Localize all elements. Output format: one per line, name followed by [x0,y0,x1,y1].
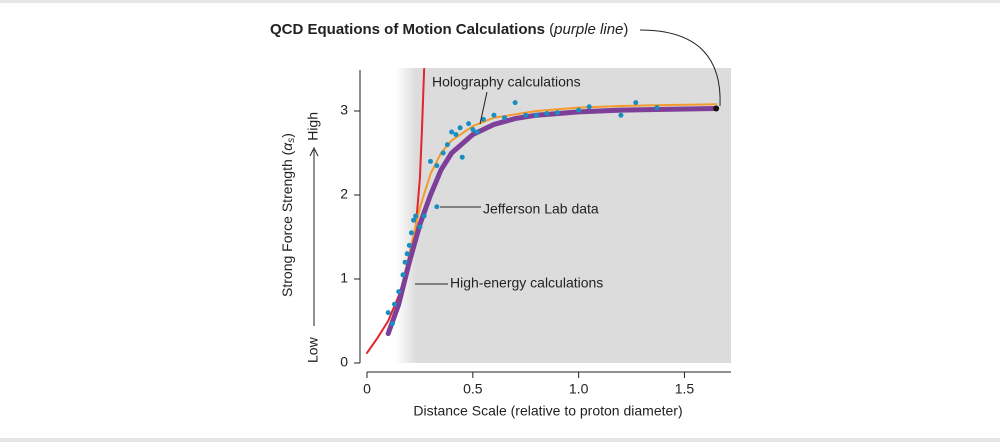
y-tick-label: 3 [340,102,348,118]
arrow-head [309,146,319,157]
y-label-subscript: s [286,138,297,143]
data-point [470,126,476,132]
frame-bottom [0,438,1000,442]
y-tick-label: 1 [340,270,348,286]
title-paren: ) [623,21,628,38]
endpoint-dot [713,105,720,112]
title-italic: purple line [553,21,623,38]
y-tick-label: 0 [340,354,348,370]
low-label: Low [305,336,321,363]
frame-top [0,0,1000,3]
x-tick-label: 1.5 [675,381,695,397]
title-paren: ( [545,21,554,38]
data-point [440,150,446,156]
x-tick-label: 1.0 [569,381,589,397]
data-point [453,132,459,138]
data-point [554,110,560,116]
x-tick-label: 0.5 [463,381,483,397]
series-label: Holography calculations [432,74,581,90]
plot [366,68,720,354]
data-point [427,158,433,164]
data-point [474,129,480,135]
data-point [491,112,497,118]
data-point [413,213,419,219]
data-point [385,310,391,316]
y-label-paren: ) [279,133,295,138]
data-point [633,100,639,106]
x-axis-label: Distance Scale (relative to proton diame… [413,403,682,419]
data-point [444,142,450,148]
data-point [389,321,395,327]
data-point [586,104,592,110]
data-point [654,105,660,111]
y-label-text: Strong Force Strength ( [279,150,295,297]
data-point [406,242,412,248]
data-point [408,230,414,236]
data-point [417,224,423,230]
data-point [544,111,550,117]
data-point [396,289,402,295]
data-point [459,154,465,160]
data-point [411,217,417,223]
leader-line [479,91,488,125]
chart-title: QCD Equations of Motion Calculations (pu… [270,21,628,38]
title-main: QCD Equations of Motion Calculations [270,21,545,38]
x-tick-label: 0 [363,381,371,397]
data-point [404,251,410,257]
data-point [400,272,406,278]
data-point [434,204,440,210]
data-point [523,112,529,118]
data-point [618,112,624,118]
data-point [457,125,463,131]
y-axis-label: Strong Force Strength (αs) [279,133,297,297]
data-point [392,301,398,307]
data-point [502,115,508,121]
data-point [512,100,518,106]
data-point [466,121,472,127]
data-point [576,107,582,113]
data-point [449,129,455,135]
title-leader [639,29,721,107]
high-label: High [305,112,321,141]
series-label: High-energy calculations [450,275,603,291]
series-line [385,105,719,337]
y-tick-label: 2 [340,186,348,202]
data-point [421,213,427,219]
y-label-symbol: α [279,142,295,151]
data-point [480,116,486,122]
data-point [533,112,539,118]
data-point [434,163,440,169]
series-label: Jefferson Lab data [483,201,599,217]
data-point [402,259,408,265]
shaded-region [396,68,731,363]
